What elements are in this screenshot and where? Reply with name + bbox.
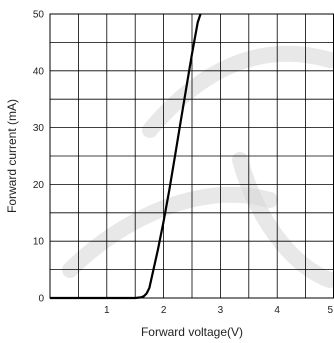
y-tick-label: 0	[38, 294, 44, 305]
watermark	[62, 45, 334, 288]
y-tick-label: 10	[33, 237, 45, 248]
y-tick-label: 20	[33, 180, 45, 191]
y-tick-labels: 0 10 20 30 40 50	[33, 10, 45, 305]
x-tick-label: 3	[218, 305, 224, 316]
grid	[50, 14, 334, 298]
x-tick-label: 2	[161, 305, 167, 316]
x-tick-labels: 1 2 3 4 5	[104, 305, 333, 316]
y-axis-label: Forward current (mA)	[5, 99, 19, 213]
x-tick-label: 1	[104, 305, 110, 316]
y-tick-label: 50	[33, 10, 45, 21]
x-tick-label: 5	[327, 305, 333, 316]
y-tick-label: 40	[33, 66, 45, 77]
forward-current-curve	[50, 13, 202, 300]
x-axis-label: Forward voltage(V)	[141, 325, 243, 339]
y-tick-label: 30	[33, 123, 45, 134]
x-tick-label: 4	[274, 305, 280, 316]
